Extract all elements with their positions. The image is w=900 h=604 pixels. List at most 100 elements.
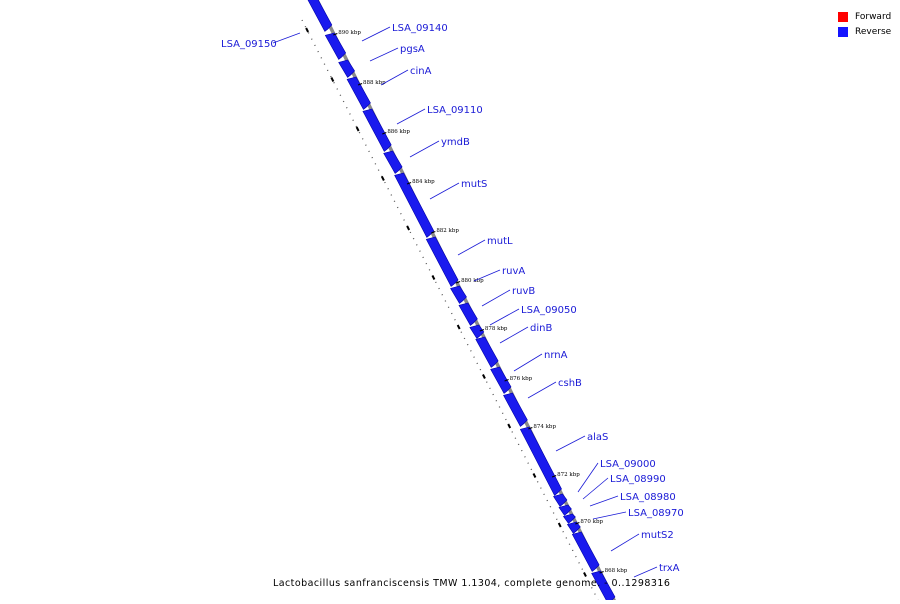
coordinate-tick xyxy=(551,474,557,478)
scale-major-dash xyxy=(330,77,335,82)
gene-block-LSA_09140[interactable] xyxy=(324,32,347,60)
gene-block-dinB[interactable] xyxy=(475,336,499,368)
gene-label-LSA_09150[interactable]: LSA_09150 xyxy=(221,39,277,50)
gene-block-mutS[interactable] xyxy=(394,172,435,238)
gene-block-LSA_09110[interactable] xyxy=(362,108,392,152)
gene-label-nrnA[interactable]: nrnA xyxy=(544,350,568,361)
gene-block-mutS2[interactable] xyxy=(571,531,600,572)
legend-reverse-label: Reverse xyxy=(855,26,892,37)
gene-label-cshB[interactable]: cshB xyxy=(558,378,582,389)
gene-leader-line xyxy=(380,69,409,86)
gene-leader-line xyxy=(409,140,440,158)
gene-label-LSA_09110[interactable]: LSA_09110 xyxy=(427,105,483,116)
coordinate-tick-label: 882 kbp xyxy=(436,228,459,234)
gene-label-mutS[interactable]: mutS xyxy=(461,179,487,190)
legend-item-forward[interactable]: Forward xyxy=(838,9,891,24)
coordinate-tick xyxy=(528,426,533,430)
gene-label-LSA_09140[interactable]: LSA_09140 xyxy=(392,23,448,34)
reverse-color-swatch xyxy=(838,26,848,37)
scale-major-dash xyxy=(456,324,461,330)
coordinate-tick-label: 870 kbp xyxy=(580,519,603,525)
gene-leader-line xyxy=(589,495,619,507)
gene-block-cinA[interactable] xyxy=(346,76,371,110)
gene-leader-line xyxy=(527,381,557,399)
gene-label-alaS[interactable]: alaS xyxy=(587,432,608,443)
gene-block-LSA_09050[interactable] xyxy=(469,324,485,339)
coordinate-tick xyxy=(479,328,485,332)
coordinate-tick xyxy=(575,521,580,525)
gene-label-dinB[interactable]: dinB xyxy=(530,323,552,334)
gene-block-mutL[interactable] xyxy=(425,236,459,287)
gene-block-alaS[interactable] xyxy=(519,426,562,496)
gene-block-ymdB[interactable] xyxy=(383,150,403,174)
gene-leader-line xyxy=(582,477,609,500)
gene-block-LSA_08990[interactable] xyxy=(558,504,572,516)
strand-legend: Forward Reverse xyxy=(838,9,891,39)
gene-label-trxA[interactable]: trxA xyxy=(659,563,680,574)
genes-layer xyxy=(306,0,616,604)
coordinate-tick-label: 880 kbp xyxy=(461,278,484,284)
gene-leader-line xyxy=(457,239,486,256)
coordinate-tick xyxy=(599,570,604,574)
gene-leader-line xyxy=(396,108,426,125)
scale-major-dash xyxy=(557,522,562,528)
gene-label-ruvA[interactable]: ruvA xyxy=(502,266,525,277)
coordinate-tick xyxy=(431,230,436,234)
gene-block-nrnA[interactable] xyxy=(490,366,512,394)
gene-label-LSA_08970[interactable]: LSA_08970 xyxy=(628,508,684,519)
coordinate-tick-label: 886 kbp xyxy=(387,129,410,135)
gene-label-LSA_09050[interactable]: LSA_09050 xyxy=(521,305,577,316)
gene-block-pgsA[interactable] xyxy=(338,59,355,78)
gene-block-LSA_08970[interactable] xyxy=(566,521,581,534)
forward-color-swatch xyxy=(838,11,848,22)
gene-label-ymdB[interactable]: ymdB xyxy=(441,137,470,148)
legend-forward-label: Forward xyxy=(855,11,892,22)
gene-block-ruvA[interactable] xyxy=(450,285,467,304)
coordinate-tick xyxy=(382,131,387,135)
gene-leader-line xyxy=(592,511,627,520)
gene-label-ruvB[interactable]: ruvB xyxy=(512,286,535,297)
coordinate-tick xyxy=(333,32,338,36)
genome-caption: Lactobacillus sanfranciscensis TMW 1.130… xyxy=(273,578,671,589)
scale-major-dash xyxy=(431,275,436,280)
gene-block-LSA_09000[interactable] xyxy=(553,493,568,507)
gene-label-mutL[interactable]: mutL xyxy=(487,236,513,247)
scale-major-ticks xyxy=(305,27,587,577)
scale-major-dash xyxy=(507,423,512,429)
gene-leader-line xyxy=(555,435,586,452)
gene-leader-line xyxy=(513,353,543,372)
coordinate-tick xyxy=(504,378,509,382)
gene-label-pgsA[interactable]: pgsA xyxy=(400,44,425,55)
gene-leader-line xyxy=(361,26,391,42)
gene-label-LSA_08980[interactable]: LSA_08980 xyxy=(620,492,676,503)
gene-leader-line xyxy=(489,308,520,326)
coordinate-tick-label: 876 kbp xyxy=(510,376,533,382)
coordinate-tick xyxy=(455,280,461,284)
gene-leader-line xyxy=(369,47,399,62)
coordinate-tick-label: 884 kbp xyxy=(412,179,435,185)
gene-labels-layer: LSA_09150 LSA_09140 pgsA cinA LSA_09110 ymdB m… xyxy=(221,23,684,578)
legend-item-reverse[interactable]: Reverse xyxy=(838,24,891,39)
gene-label-cinA[interactable]: cinA xyxy=(410,66,432,77)
gene-label-LSA_08990[interactable]: LSA_08990 xyxy=(610,474,666,485)
scale-major-dash xyxy=(482,374,486,379)
coordinate-tick-label: 888 kbp xyxy=(363,80,386,86)
scale-major-dash xyxy=(406,225,411,231)
gene-leader-line xyxy=(499,326,529,344)
gene-label-LSA_09000[interactable]: LSA_09000 xyxy=(600,459,656,470)
gene-block-ruvB[interactable] xyxy=(458,302,478,326)
gene-leader-line xyxy=(633,566,658,578)
scale-major-dash xyxy=(380,176,385,181)
gene-block-LSA_09150[interactable] xyxy=(306,0,333,32)
scale-major-dash xyxy=(532,473,537,478)
gene-label-mutS2[interactable]: mutS2 xyxy=(641,530,674,541)
gene-block-cshB[interactable] xyxy=(503,392,528,427)
gene-leader-line xyxy=(272,32,301,44)
coordinate-ticks-layer: 890 kbp 888 kbp 886 kbp 884 kbp 882 kbp 880 k… xyxy=(333,30,628,574)
scale-major-dash xyxy=(355,126,360,132)
coordinate-tick-label: 878 kbp xyxy=(485,326,508,332)
coordinate-tick xyxy=(406,181,412,185)
gene-block-LSA_08980[interactable] xyxy=(562,513,576,524)
